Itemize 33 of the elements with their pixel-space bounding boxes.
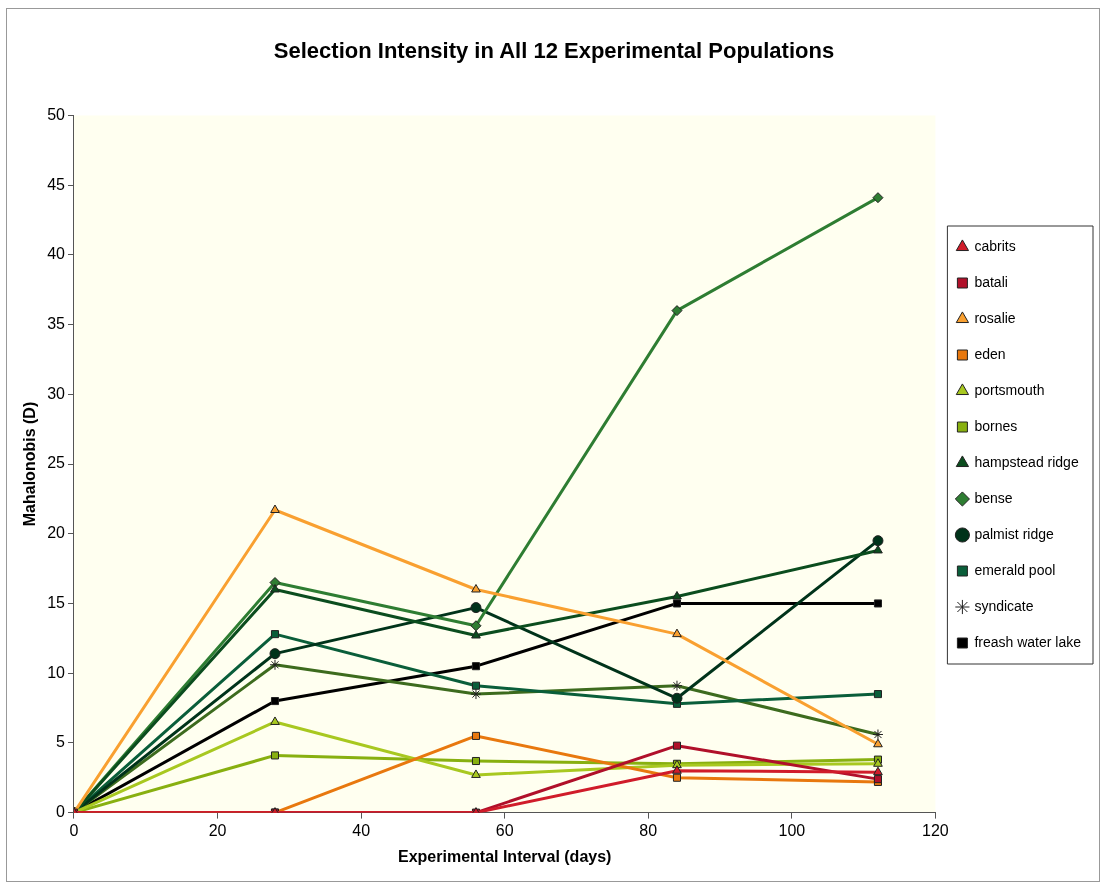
legend-label: emerald pool bbox=[974, 561, 1056, 578]
legend-label: bornes bbox=[974, 417, 1018, 434]
legend-label: portsmouth bbox=[974, 381, 1045, 398]
x-tick-label: 100 bbox=[778, 821, 806, 839]
x-tick-label: 120 bbox=[922, 821, 949, 839]
x-tick-label: 40 bbox=[352, 821, 371, 839]
y-tick-label: 30 bbox=[47, 384, 66, 402]
y-tick-label: 45 bbox=[47, 175, 66, 193]
x-axis-title: Experimental Interval (days) bbox=[397, 847, 612, 865]
legend-label: eden bbox=[974, 345, 1006, 362]
legend-label: batali bbox=[974, 273, 1008, 290]
chart-title: Selection Intensity in All 12 Experimental Populations bbox=[273, 38, 835, 64]
legend-label: rosalie bbox=[974, 309, 1016, 326]
legend-label: freash water lake bbox=[974, 633, 1082, 650]
y-tick-label: 40 bbox=[47, 245, 66, 263]
y-axis-title: Mahalonobis (D) bbox=[21, 401, 39, 527]
legend-label: bense bbox=[974, 489, 1013, 506]
y-tick-label: 10 bbox=[47, 663, 66, 681]
y-tick-label: 5 bbox=[56, 733, 66, 751]
legend-label: cabrits bbox=[974, 237, 1016, 254]
y-tick-label: 35 bbox=[47, 314, 66, 332]
y-tick-label: 20 bbox=[47, 524, 66, 542]
y-tick-label: 15 bbox=[47, 593, 66, 611]
y-tick-label: 50 bbox=[47, 105, 66, 123]
x-tick-label: 0 bbox=[69, 821, 79, 839]
x-tick-label: 80 bbox=[639, 821, 658, 839]
legend-label: hampstead ridge bbox=[974, 453, 1079, 470]
legend-label: palmist ridge bbox=[974, 525, 1054, 542]
x-tick-label: 20 bbox=[208, 821, 227, 839]
x-tick-label: 60 bbox=[495, 821, 514, 839]
y-tick-label: 25 bbox=[47, 454, 66, 472]
y-tick-label: 0 bbox=[56, 803, 66, 821]
legend-label: syndicate bbox=[974, 597, 1034, 614]
